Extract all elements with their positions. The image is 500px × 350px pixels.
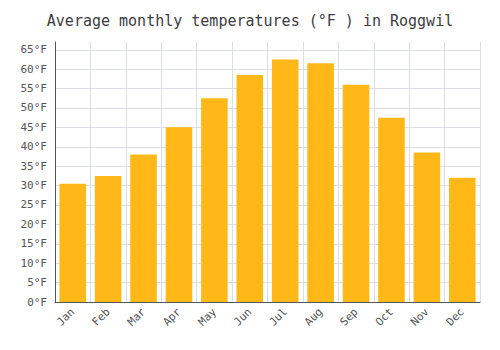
svg-text:60°F: 60°F	[21, 63, 48, 76]
svg-text:Nov: Nov	[408, 305, 431, 328]
svg-text:45°F: 45°F	[21, 121, 48, 134]
svg-text:Dec: Dec	[444, 305, 467, 328]
svg-text:May: May	[196, 305, 219, 328]
svg-text:55°F: 55°F	[21, 82, 48, 95]
svg-text:Mar: Mar	[125, 305, 148, 328]
svg-text:35°F: 35°F	[21, 160, 48, 173]
svg-text:5°F: 5°F	[27, 276, 47, 289]
svg-text:0°F: 0°F	[27, 296, 47, 309]
svg-text:Jun: Jun	[231, 305, 254, 328]
svg-text:20°F: 20°F	[21, 218, 48, 231]
svg-text:65°F: 65°F	[21, 43, 48, 56]
svg-text:40°F: 40°F	[21, 140, 48, 153]
svg-text:Average monthly temperatures (: Average monthly temperatures (°F ) in Ro…	[47, 12, 453, 30]
svg-text:30°F: 30°F	[21, 179, 48, 192]
svg-text:Feb: Feb	[89, 305, 112, 328]
svg-text:Sep: Sep	[337, 305, 360, 328]
svg-text:Jan: Jan	[54, 305, 77, 328]
svg-text:50°F: 50°F	[21, 101, 48, 114]
svg-text:Aug: Aug	[302, 305, 325, 328]
svg-text:Apr: Apr	[160, 305, 183, 328]
svg-text:Jul: Jul	[267, 305, 290, 328]
svg-text:15°F: 15°F	[21, 237, 48, 250]
svg-text:25°F: 25°F	[21, 198, 48, 211]
svg-text:Oct: Oct	[373, 305, 396, 328]
svg-text:10°F: 10°F	[21, 257, 48, 270]
